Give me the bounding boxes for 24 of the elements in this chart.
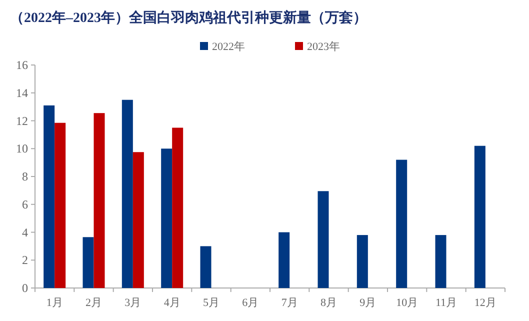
y-tick-label: 16: [16, 58, 28, 72]
x-tick-label: 8月: [320, 297, 337, 309]
x-tick-label: 2月: [86, 297, 102, 309]
y-tick-label: 10: [16, 142, 28, 156]
y-tick-label: 0: [22, 281, 28, 295]
x-tick-label: 6月: [242, 297, 259, 309]
x-tick-label: 4月: [164, 297, 180, 309]
y-tick-label: 4: [22, 225, 28, 240]
y-tick-label: 2: [22, 253, 28, 268]
x-tick-label: 10月: [396, 297, 418, 309]
x-tick-label: 11月: [435, 297, 458, 309]
x-tick-label: 9月: [360, 297, 376, 309]
x-tick-label: 1月: [46, 297, 63, 309]
y-tick-label: 6: [22, 197, 28, 212]
x-tick-label: 5月: [203, 297, 220, 309]
y-tick-label: 12: [16, 114, 28, 128]
legend-label: 2022年: [212, 41, 245, 53]
legend-label: 2023年: [307, 41, 340, 53]
title: （2022年–2023年）全国白羽肉鸡祖代引种更新量（万套）: [10, 11, 367, 26]
y-tick-label: 14: [16, 86, 28, 100]
y-tick-label: 8: [22, 170, 28, 184]
x-tick-label: 12月: [474, 297, 496, 309]
x-tick-label: 7月: [281, 297, 298, 309]
x-tick-label: 3月: [124, 297, 142, 309]
